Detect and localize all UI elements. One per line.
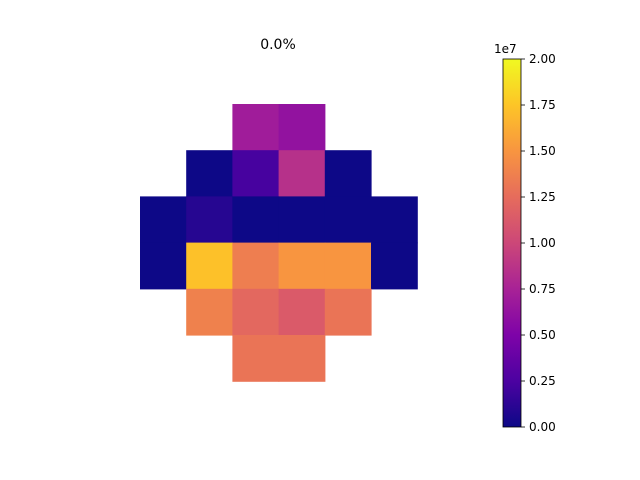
heatmap-cell-r1-c1 — [186, 150, 233, 197]
colorbar-tick-label: 1.50 — [529, 144, 556, 158]
heatmap-cell-r2-c5 — [371, 196, 418, 243]
heatmap-cell-r2-c3 — [279, 196, 326, 243]
heatmap-cell-r0-c3 — [279, 104, 326, 151]
heatmap-cell-r1-c4 — [325, 150, 372, 197]
colorbar-tick-label: 0.50 — [529, 328, 556, 342]
heatmap-cell-r1-c3 — [279, 150, 326, 197]
colorbar-tick-label: 1.25 — [529, 190, 556, 204]
heatmap-cell-r2-c4 — [325, 196, 372, 243]
heatmap-cell-r1-c2 — [232, 150, 279, 197]
heatmap-cell-r4-c3 — [279, 289, 326, 336]
heatmap-cells — [140, 104, 418, 382]
colorbar-gradient — [503, 59, 521, 427]
heatmap-cell-r3-c5 — [371, 243, 418, 290]
heatmap-cell-r5-c3 — [279, 335, 326, 382]
heatmap-cell-r3-c1 — [186, 243, 233, 290]
heatmap-cell-r3-c4 — [325, 243, 372, 290]
colorbar-ticks: 0.00 0.25 0.50 0.75 1.00 1.25 1.50 1.75 2.00 — [521, 52, 556, 434]
colorbar-tick-label: 1.00 — [529, 236, 556, 250]
heatmap-cell-r0-c2 — [232, 104, 279, 151]
heatmap-cell-r2-c0 — [140, 196, 187, 243]
heatmap-cell-r2-c2 — [232, 196, 279, 243]
heatmap-cell-r3-c0 — [140, 243, 187, 290]
colorbar-tick-label: 0.00 — [529, 420, 556, 434]
colorbar: 0.00 0.25 0.50 0.75 1.00 1.25 1.50 1.75 2.00 1e7 — [494, 42, 556, 434]
colorbar-tick-label: 0.25 — [529, 374, 556, 388]
heatmap-cell-r4-c2 — [232, 289, 279, 336]
colorbar-tick-label: 1.75 — [529, 98, 556, 112]
colorbar-tick-label: 0.75 — [529, 282, 556, 296]
heatmap-cell-r3-c2 — [232, 243, 279, 290]
heatmap-cell-r4-c4 — [325, 289, 372, 336]
heatmap-cell-r2-c1 — [186, 196, 233, 243]
heatmap-cell-r4-c1 — [186, 289, 233, 336]
heatmap-cell-r5-c2 — [232, 335, 279, 382]
colorbar-tick-label: 2.00 — [529, 52, 556, 66]
heatmap-cell-r3-c3 — [279, 243, 326, 290]
colorbar-offset-label: 1e7 — [494, 42, 517, 56]
chart-title: 0.0% — [260, 37, 296, 53]
